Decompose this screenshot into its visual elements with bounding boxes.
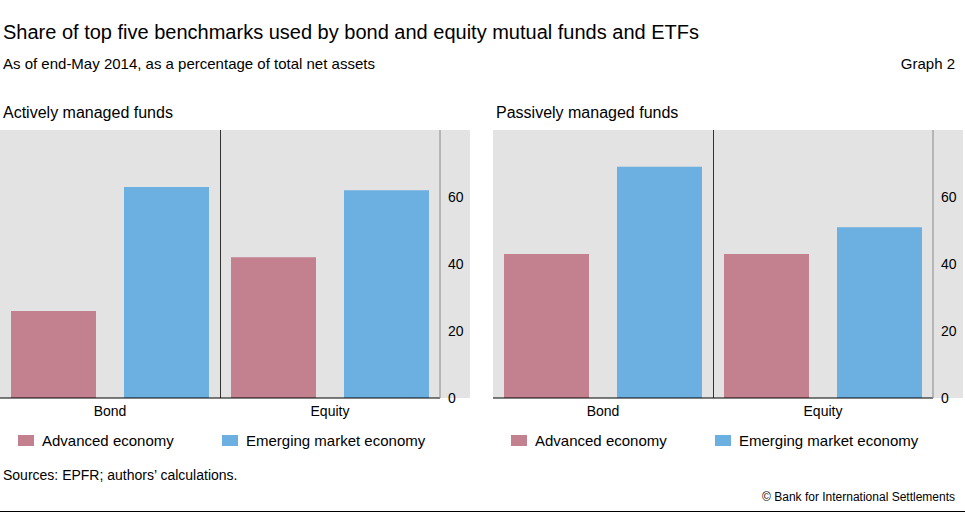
svg-text:Bond: Bond bbox=[587, 403, 620, 419]
html-text:Actively managed funds: Actively managed funds bbox=[3, 104, 173, 121]
svg-text:Equity: Equity bbox=[804, 403, 843, 419]
html-text:Graph 2: Graph 2 bbox=[900, 55, 955, 72]
svg-text:60: 60 bbox=[941, 189, 957, 205]
svg-text:20: 20 bbox=[448, 323, 464, 339]
svg-text:Equity: Equity bbox=[311, 403, 350, 419]
html-text:© Bank for International Settl: © Bank for International Settlements bbox=[762, 490, 955, 504]
html-text:Share of top five benchmarks u: Share of top five benchmarks used by bon… bbox=[3, 21, 699, 43]
svg-text:20: 20 bbox=[941, 323, 957, 339]
html-text:Advanced economy: Advanced economy bbox=[42, 432, 174, 449]
svg-text:0: 0 bbox=[448, 390, 456, 406]
html-text:Emerging market economy: Emerging market economy bbox=[246, 432, 426, 449]
svg-text:Bond: Bond bbox=[94, 403, 127, 419]
html-text:As of end-May 2014, as a perce: As of end-May 2014, as a percentage of t… bbox=[3, 55, 375, 72]
html-text:Sources: EPFR; authors’ calcul: Sources: EPFR; authors’ calculations. bbox=[3, 467, 238, 483]
html-text:Passively managed funds: Passively managed funds bbox=[496, 104, 679, 121]
html-text:Advanced economy: Advanced economy bbox=[535, 432, 667, 449]
svg-text:40: 40 bbox=[448, 256, 464, 272]
svg-text:40: 40 bbox=[941, 256, 957, 272]
svg-text:0: 0 bbox=[941, 390, 949, 406]
svg-text:60: 60 bbox=[448, 189, 464, 205]
html-text:Emerging market economy: Emerging market economy bbox=[739, 432, 919, 449]
